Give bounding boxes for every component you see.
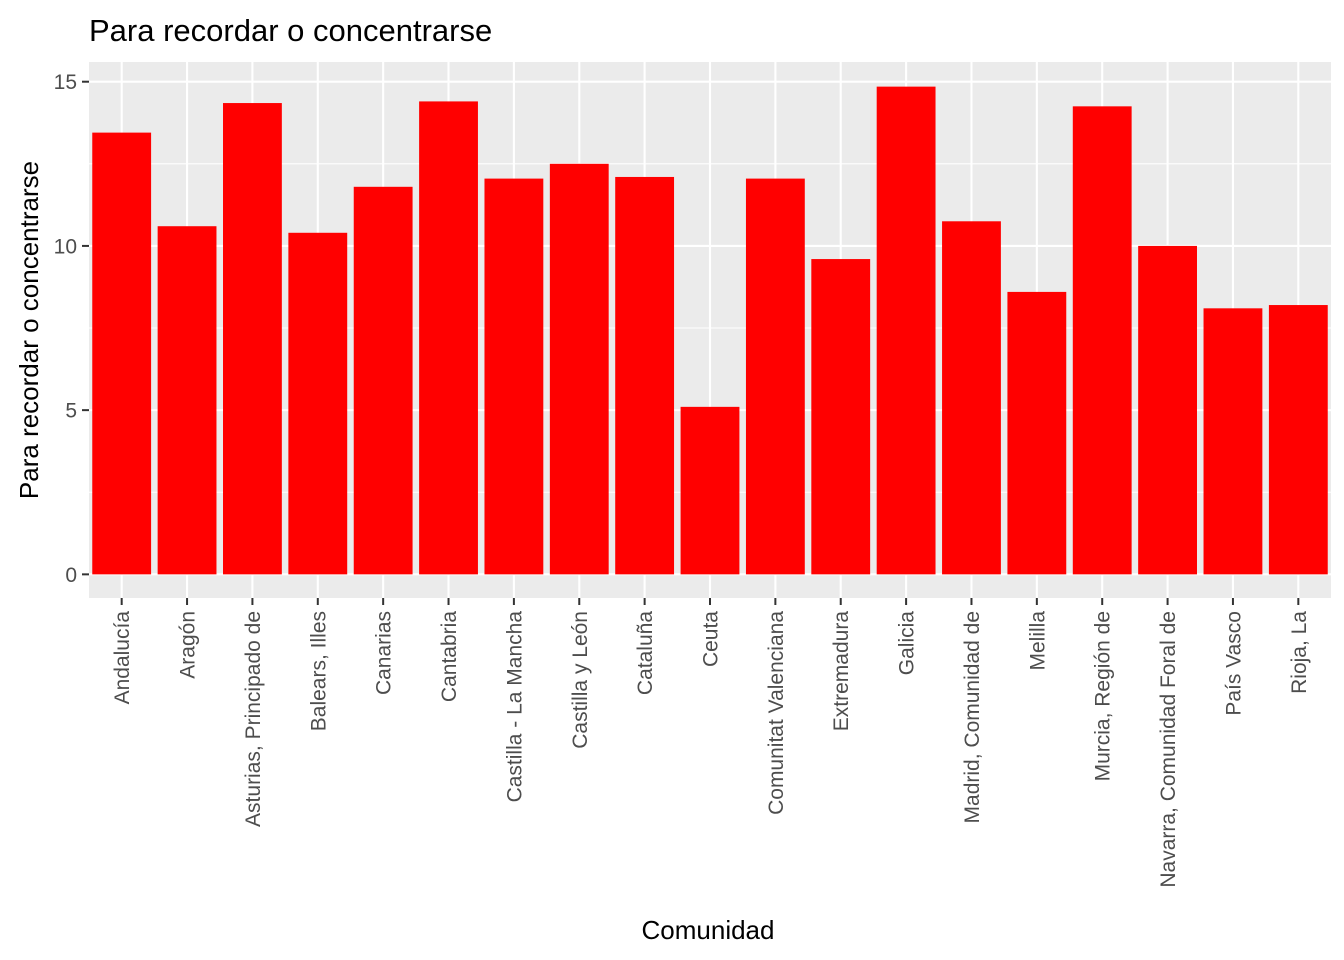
- x-tick-label: Ceuta: [700, 611, 723, 667]
- x-tick-label: Cantabria: [438, 611, 461, 702]
- x-axis: Andalucía Aragón Asturias, Principado de Ba…: [111, 598, 1311, 888]
- bar-galicia: [876, 86, 936, 575]
- chart-title: Para recordar o concentrarse: [89, 13, 492, 48]
- bar-país-vasco: [1203, 308, 1263, 575]
- bar-cantabria: [419, 101, 478, 575]
- x-tick-label: Melilla: [1026, 611, 1049, 671]
- x-tick-label: Balears, Illes: [307, 611, 330, 731]
- x-tick-label: Aragón: [177, 611, 200, 679]
- bar-extremadura: [811, 259, 871, 575]
- x-tick-label: Galicia: [896, 611, 919, 676]
- y-tick-label: 5: [65, 400, 77, 423]
- x-axis-title: Comunidad: [642, 915, 775, 945]
- bar-castilla-la-mancha: [484, 178, 544, 575]
- y-axis-title: Para recordar o concentrarse: [14, 161, 44, 499]
- bar-ceuta: [680, 406, 740, 575]
- bar-andalucía: [92, 132, 152, 575]
- bar-canarias: [353, 186, 413, 575]
- x-tick-label: Canarias: [373, 611, 396, 695]
- x-tick-label: Navarra, Comunidad Foral de: [1157, 611, 1180, 888]
- bar-aragón: [157, 226, 217, 575]
- bar-castilla-y-león: [549, 163, 609, 575]
- x-tick-label: Murcia, Región de: [1092, 611, 1115, 781]
- y-tick-label: 15: [54, 71, 77, 94]
- x-tick-label: Extremadura: [830, 611, 853, 732]
- y-tick-label: 0: [65, 564, 77, 587]
- bars: [92, 86, 1328, 575]
- x-tick-label: Castilla - La Mancha: [503, 611, 526, 803]
- x-tick-label: Comunitat Valenciana: [765, 611, 788, 815]
- bar-rioja-la: [1268, 305, 1328, 575]
- bar-navarra-comunidad-foral-de: [1138, 245, 1197, 575]
- x-tick-label: Asturias, Principado de: [242, 611, 265, 827]
- x-tick-label: Madrid, Comunidad de: [961, 611, 984, 823]
- x-tick-label: Castilla y León: [569, 611, 592, 749]
- x-tick-label: País Vasco: [1222, 611, 1245, 716]
- x-tick-label: Cataluña: [634, 611, 657, 695]
- bar-cataluña: [615, 176, 675, 575]
- x-tick-label: Andalucía: [111, 611, 134, 705]
- bar-murcia-región-de: [1072, 106, 1132, 575]
- x-tick-label: Rioja, La: [1288, 611, 1311, 694]
- y-tick-label: 10: [54, 235, 77, 258]
- bar-melilla: [1007, 291, 1067, 575]
- bar-madrid-comunidad-de: [942, 221, 1001, 575]
- y-axis: 0 5 10 15: [54, 71, 89, 587]
- bar-asturias-principado-de: [223, 103, 282, 575]
- bar-balears-illes: [288, 232, 348, 575]
- bar-comunitat-valenciana: [745, 178, 805, 575]
